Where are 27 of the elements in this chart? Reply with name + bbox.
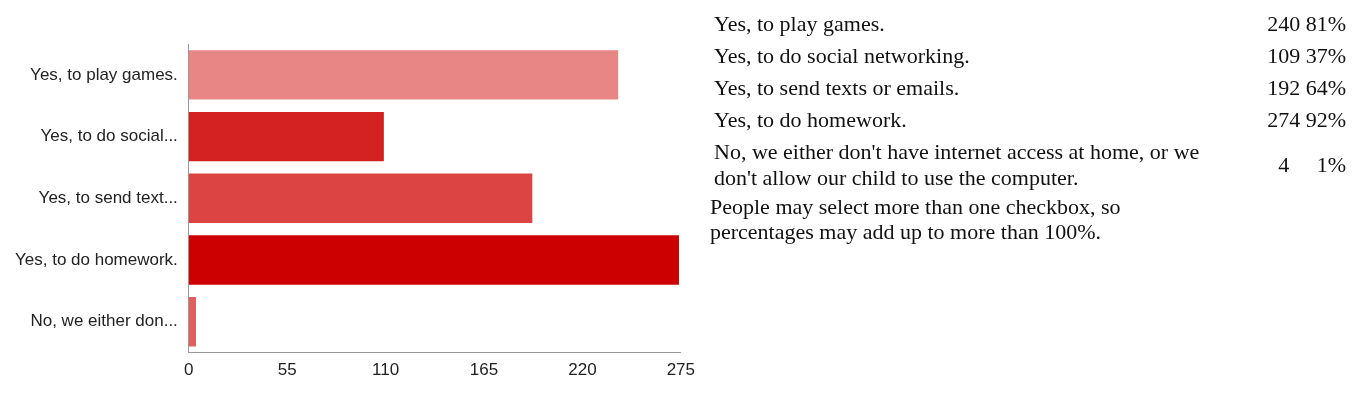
text: 274 92% xyxy=(1266,106,1347,134)
x-tick-label: 0 xyxy=(184,360,194,380)
text: No, we either don't have internet access at home, or we don't allow our child to use the computer. xyxy=(713,138,1201,192)
x-tick-label: 55 xyxy=(277,360,297,380)
bar xyxy=(188,297,197,347)
x-tick-label: 110 xyxy=(372,360,400,380)
y-tick-label: Yes, to send text... xyxy=(38,187,178,207)
bar xyxy=(188,235,680,285)
bar xyxy=(188,173,533,223)
y-tick-label: Yes, to do social... xyxy=(40,126,178,146)
y-tick-label: Yes, to do homework. xyxy=(14,249,178,269)
y-tick-label: Yes, to play games. xyxy=(30,64,178,84)
x-tick-label: 275 xyxy=(666,360,696,380)
text: Yes, to do homework. xyxy=(713,106,908,134)
text: People may select more than one checkbox, so percentages may add up to more than 100%. xyxy=(710,194,1122,245)
text: 4 1% xyxy=(1277,151,1347,179)
x-tick-label: 165 xyxy=(469,360,499,380)
text: 240 81% xyxy=(1266,10,1347,38)
text: Yes, to play games. xyxy=(713,10,886,38)
text: 192 64% xyxy=(1266,74,1347,102)
text: Yes, to send texts or emails. xyxy=(713,74,961,102)
x-tick-label: 220 xyxy=(568,360,597,380)
y-tick-label: No, we either don... xyxy=(30,311,178,331)
text: Yes, to do social networking. xyxy=(713,42,971,70)
bar xyxy=(188,111,384,162)
bar xyxy=(188,50,619,100)
text: 109 37% xyxy=(1266,42,1347,70)
